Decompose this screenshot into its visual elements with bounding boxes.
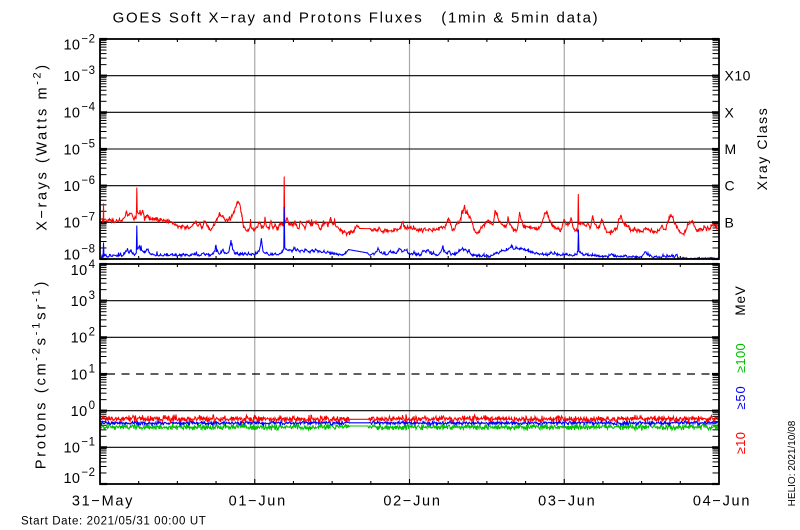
svg-text:Xray Class: Xray Class (754, 107, 770, 191)
svg-text:≥100: ≥100 (733, 343, 748, 373)
svg-text:Start Date: 2021/05/31 00:00 U: Start Date: 2021/05/31 00:00 UT (21, 516, 206, 528)
svg-text:GOES Soft X−ray and Protons Fl: GOES Soft X−ray and Protons Fluxes (1min… (113, 10, 600, 27)
svg-text:C: C (725, 178, 736, 194)
svg-text:Protons (cm-2s-1sr-1): Protons (cm-2s-1sr-1) (31, 279, 50, 469)
svg-text:X10: X10 (725, 68, 751, 84)
svg-text:≥50: ≥50 (733, 385, 748, 409)
svg-text:X: X (725, 104, 735, 120)
svg-text:02−Jun: 02−Jun (383, 494, 441, 510)
svg-text:X−rays (Watts m-2): X−rays (Watts m-2) (32, 62, 51, 231)
svg-text:04−Jun: 04−Jun (693, 494, 751, 510)
svg-text:B: B (725, 214, 735, 230)
svg-text:31−May: 31−May (72, 494, 134, 510)
svg-text:M: M (725, 141, 737, 157)
svg-text:≥10: ≥10 (733, 432, 748, 455)
svg-text:03−Jun: 03−Jun (538, 494, 596, 510)
svg-text:HELIO: 2021/10/08: HELIO: 2021/10/08 (787, 420, 798, 506)
svg-text:MeV: MeV (733, 285, 748, 315)
svg-text:01−Jun: 01−Jun (229, 494, 287, 510)
